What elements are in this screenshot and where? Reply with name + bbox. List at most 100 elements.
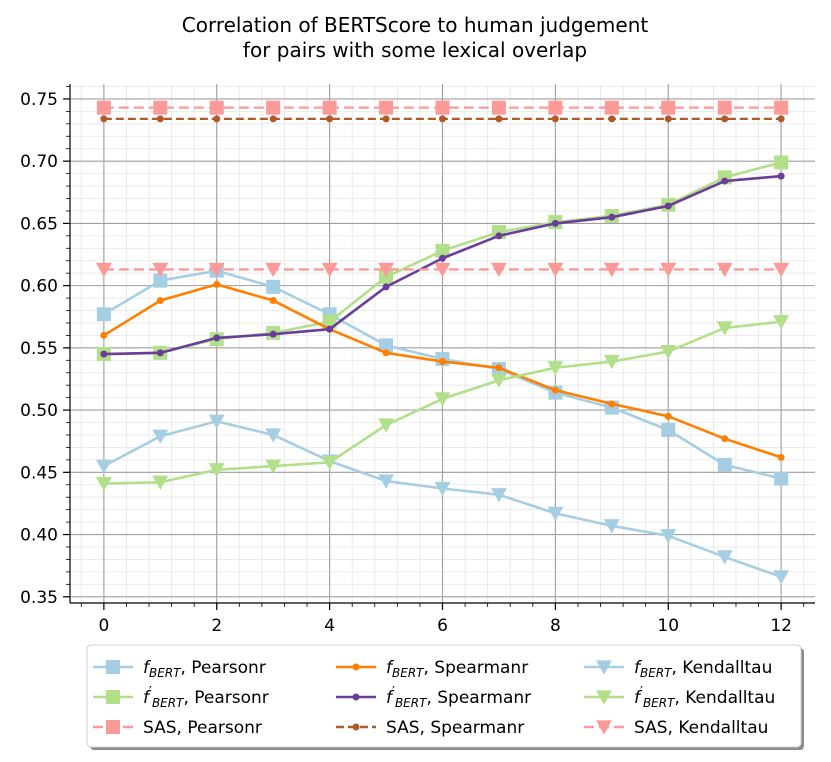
data-point: [603, 354, 620, 370]
legend-entry: f′BERT, Kendalltau: [584, 685, 775, 710]
y-tick-label: 0.70: [20, 152, 58, 172]
data-point: [96, 307, 111, 322]
y-tick-label: 0.55: [20, 339, 58, 359]
series-7: [95, 315, 790, 492]
data-point: [717, 457, 732, 472]
data-point: [100, 331, 108, 339]
legend-marker: [352, 723, 360, 731]
data-point: [100, 115, 108, 123]
data-point: [378, 418, 395, 433]
data-point: [490, 262, 507, 278]
legend-entry: fBERT, Kendalltau: [584, 658, 772, 680]
data-point: [382, 115, 390, 123]
data-point: [96, 100, 111, 115]
data-point: [773, 262, 790, 278]
data-point: [434, 481, 451, 497]
data-point: [717, 100, 732, 115]
data-point: [716, 550, 733, 565]
data-point: [491, 100, 506, 115]
data-point: [152, 429, 169, 444]
data-point: [379, 100, 394, 115]
data-point: [322, 100, 337, 115]
data-point: [156, 349, 164, 357]
data-point: [95, 476, 112, 492]
x-tick-label: 10: [657, 616, 679, 636]
legend-marker: [106, 660, 120, 674]
data-point: [213, 334, 221, 342]
data-point: [774, 100, 789, 115]
data-point: [378, 474, 395, 489]
data-point: [603, 262, 620, 278]
data-point: [265, 459, 282, 474]
data-point: [551, 386, 559, 394]
data-point: [208, 262, 225, 278]
legend-marker: [596, 720, 612, 735]
y-tick-label: 0.45: [20, 463, 58, 483]
y-tick-label: 0.65: [20, 214, 58, 234]
x-tick-label: 4: [324, 616, 335, 636]
series-8: [95, 262, 790, 278]
data-point: [490, 488, 507, 503]
legend-entry: SAS, Spearmanr: [336, 718, 524, 738]
data-point: [95, 459, 112, 474]
data-point: [777, 115, 785, 123]
data-point: [265, 262, 282, 278]
data-point: [495, 115, 503, 123]
series-2: [96, 100, 789, 115]
data-point: [435, 100, 450, 115]
series-5: [100, 115, 785, 123]
data-point: [603, 519, 620, 534]
data-point: [548, 100, 563, 115]
data-point: [434, 392, 451, 407]
data-point: [379, 338, 394, 353]
x-tick-label: 6: [437, 616, 448, 636]
data-point: [269, 330, 277, 338]
legend-entry: f′BERT, Pearsonr: [93, 685, 269, 710]
legend-marker: [596, 690, 612, 705]
axes: 0 2 4 6 8 10 12 0.35 0.40 0.45 0.50 0.55 0.60 0.65 0.7…: [20, 84, 815, 636]
data-point: [439, 254, 446, 262]
legend-label: fBERT, Kendalltau: [634, 658, 772, 680]
grid: [70, 84, 815, 603]
legend-label: SAS, Spearmanr: [386, 718, 524, 738]
data-point: [439, 115, 446, 123]
y-tick-label: 0.40: [20, 526, 58, 546]
data-point: [326, 115, 334, 123]
legend-entry: SAS, Pearsonr: [93, 718, 262, 738]
data-point: [777, 453, 785, 461]
data-point: [269, 297, 277, 305]
data-point: [721, 435, 729, 443]
legend-label: f′BERT, Pearsonr: [143, 685, 269, 710]
y-tick-label: 0.60: [20, 277, 58, 297]
data-point: [661, 100, 676, 115]
legend-marker: [352, 663, 360, 671]
data-point: [265, 428, 282, 443]
data-point: [100, 350, 108, 358]
data-point: [326, 325, 334, 333]
legend: fBERT, Pearsonr f′BERT, Pearsonr SAS, Pear…: [86, 644, 804, 750]
data-point: [156, 115, 164, 123]
data-point: [378, 262, 395, 278]
data-point: [495, 232, 503, 240]
legend-entry: SAS, Kendalltau: [584, 718, 768, 738]
x-tick-label: 12: [770, 616, 792, 636]
data-point: [208, 463, 225, 478]
data-point: [266, 279, 281, 294]
legend-entry: fBERT, Spearmanr: [336, 658, 528, 680]
data-point: [434, 262, 451, 278]
x-tick-label: 0: [98, 616, 109, 636]
data-point: [721, 115, 729, 123]
data-point: [660, 344, 677, 360]
legend-marker: [596, 660, 612, 675]
data-point: [664, 412, 672, 420]
x-tick-label: 2: [211, 616, 222, 636]
legend-label: fBERT, Pearsonr: [143, 658, 266, 680]
data-point: [95, 262, 112, 278]
data-point: [774, 155, 789, 170]
legend-box: [86, 644, 802, 748]
series-group: [95, 100, 790, 585]
data-point: [321, 455, 338, 471]
data-point: [209, 100, 224, 115]
data-point: [382, 283, 390, 291]
